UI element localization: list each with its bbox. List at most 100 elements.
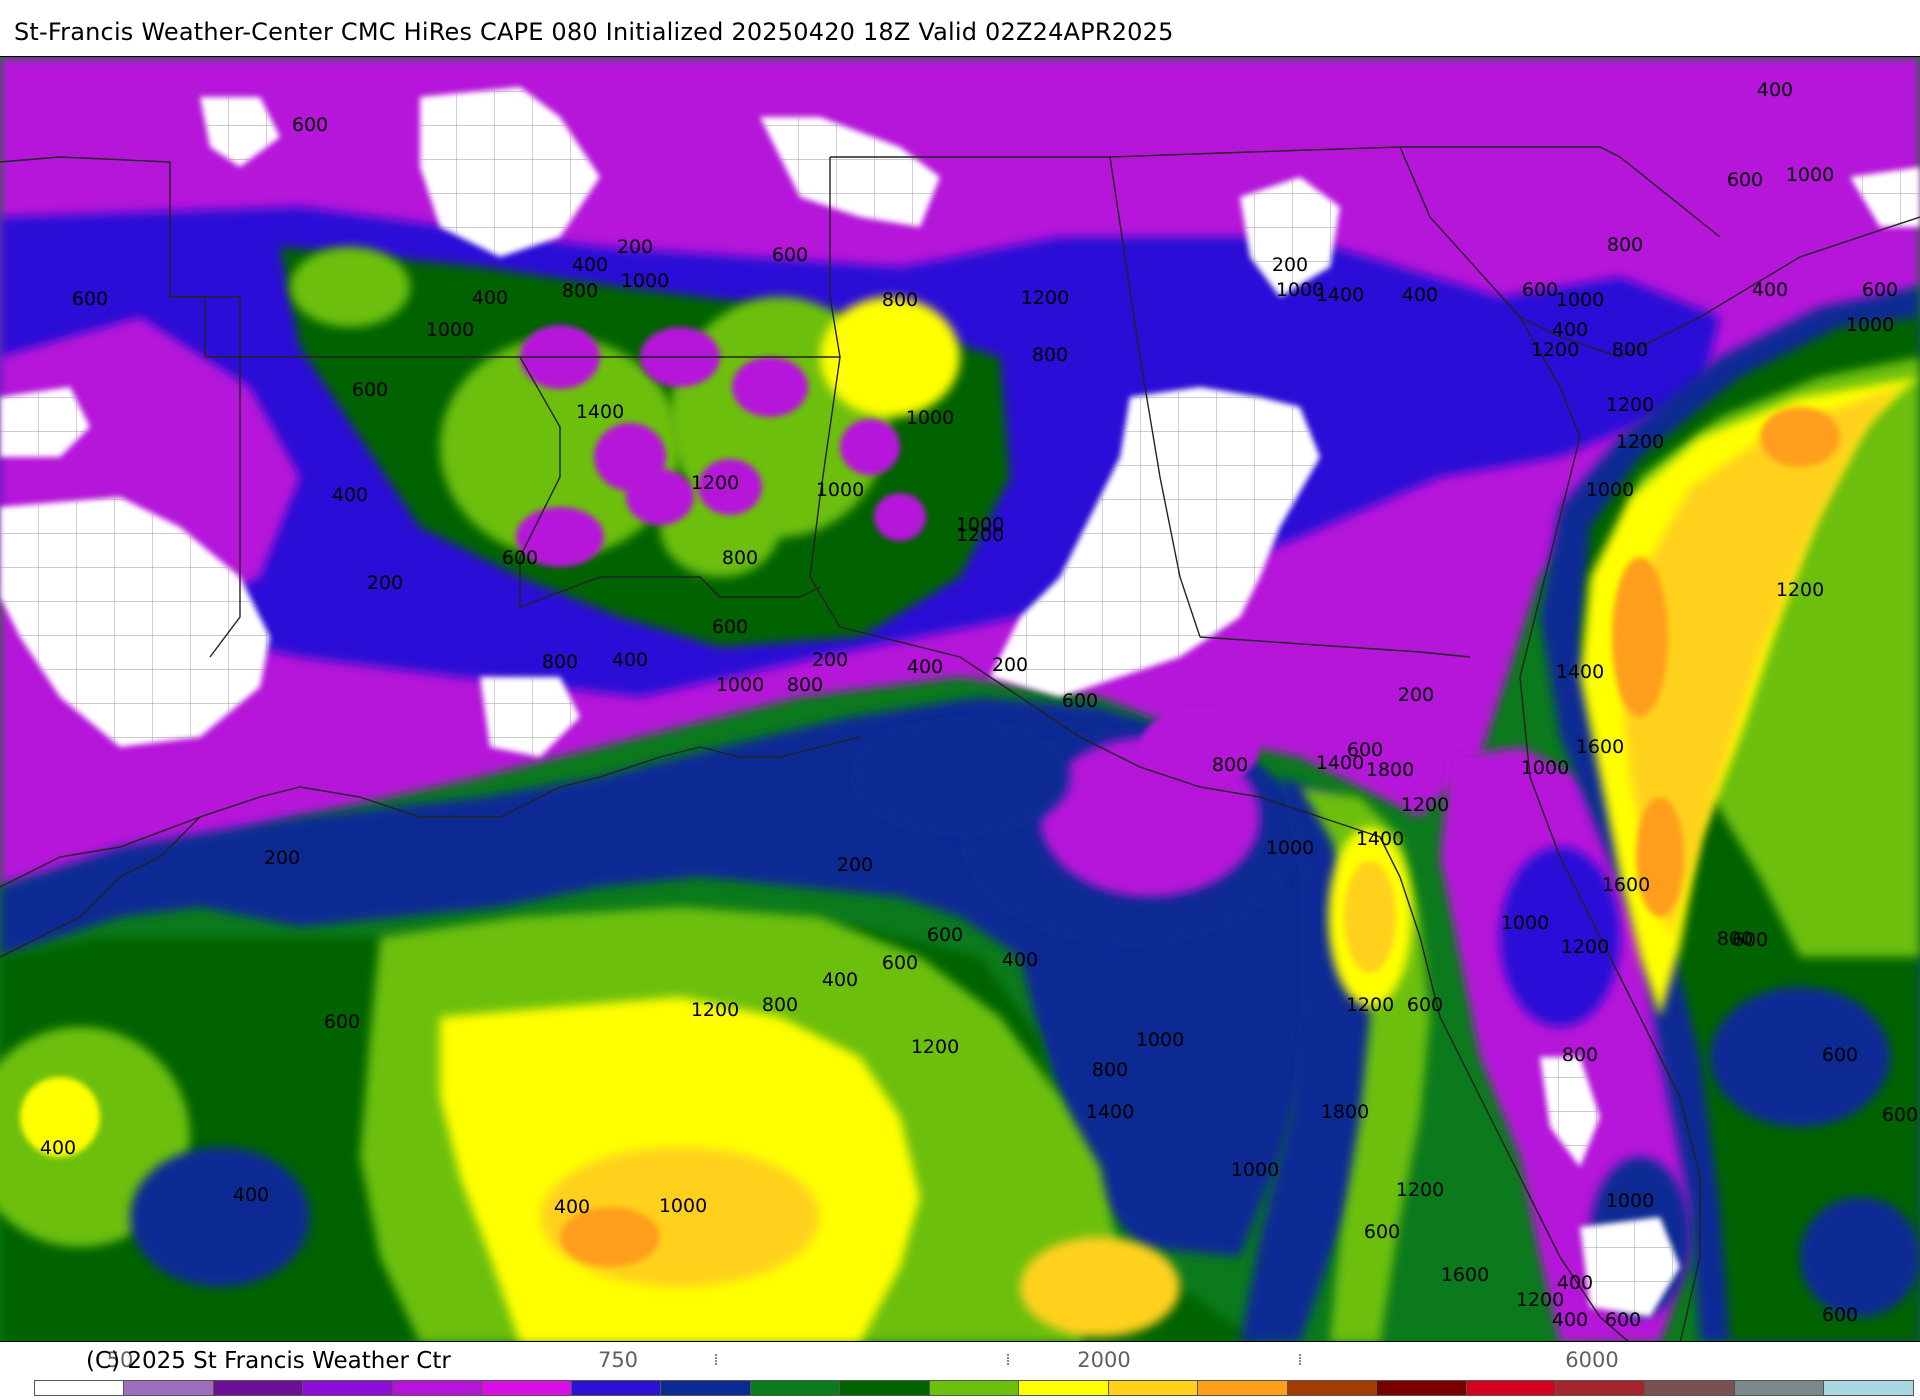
cape-shading [732, 357, 808, 417]
cape-map-canvas: 600 600 400 200 800 1000 600 800 1000 600 400 1200 8… [0, 57, 1920, 1341]
contour-label: 600 [1882, 1104, 1918, 1126]
contour-label: 600 [1062, 690, 1098, 712]
colorbar-tick-row: 50 750 ⁞ ⁞ 2000 ⁞ 6000 [0, 1346, 1920, 1372]
cape-shading [1020, 1237, 1180, 1337]
colorbar-tick-label: 2000 [1077, 1348, 1131, 1372]
contour-label: 1200 [691, 472, 739, 494]
state-border [1399, 146, 1561, 338]
colorbar-swatch [750, 1381, 841, 1395]
contour-label: 600 [292, 114, 328, 136]
colorbar-swatch [482, 1381, 572, 1395]
contour-label: 800 [787, 674, 823, 696]
state-border [0, 816, 201, 958]
colorbar-tick-label: 50 [106, 1348, 134, 1372]
cape-shading [560, 1207, 660, 1267]
contour-label: 600 [927, 924, 963, 946]
contour-label: 1200 [1606, 394, 1654, 416]
contour-label: 200 [1272, 254, 1308, 276]
colorbar-swatch [1645, 1381, 1735, 1395]
state-border [1519, 436, 1701, 1341]
contour-label: 600 [1862, 279, 1898, 301]
colorbar-swatch [1734, 1381, 1825, 1395]
cape-shading [1636, 797, 1684, 917]
contour-labels: 600 600 400 200 800 1000 600 800 1000 600 400 1200 8… [40, 79, 1918, 1331]
contour-label: 1000 [1846, 314, 1894, 336]
contour-label: 800 [542, 651, 578, 673]
contour-label: 600 [1822, 1044, 1858, 1066]
colorbar-swatch [35, 1381, 125, 1395]
contour-label: 1400 [1316, 752, 1364, 774]
state-border [1109, 156, 1201, 638]
colorbar-swatch [661, 1381, 751, 1395]
contour-label: 1600 [1441, 1264, 1489, 1286]
contour-label: 1000 [1231, 1159, 1279, 1181]
cape-shading [820, 297, 960, 417]
copyright-notice: (C) 2025 St Francis Weather Ctr [86, 1348, 451, 1374]
contour-label: 400 [1757, 79, 1793, 101]
contour-label: 1000 [956, 514, 1004, 536]
colorbar-swatch [929, 1381, 1020, 1395]
cape-shading [290, 247, 410, 327]
state-border [0, 786, 301, 888]
contour-label: 400 [40, 1137, 76, 1159]
contour-label: 800 [882, 289, 918, 311]
colorbar-swatch [124, 1381, 214, 1395]
cape-shading [1800, 1197, 1920, 1317]
colorbar-tick-mark: ⁞ [1005, 1350, 1011, 1369]
contour-label: 600 [1605, 1309, 1641, 1331]
contour-label: 1800 [1366, 759, 1414, 781]
state-borders [0, 146, 1920, 1341]
contour-label: 400 [612, 649, 648, 671]
contour-label: 200 [992, 654, 1028, 676]
colorbar-swatch [213, 1381, 304, 1395]
contour-label: 400 [554, 1196, 590, 1218]
contour-label: 1200 [1401, 794, 1449, 816]
contour-label: 400 [572, 254, 608, 276]
cape-shading [840, 419, 900, 475]
colorbar [34, 1380, 1914, 1396]
cape-shading [1710, 987, 1890, 1127]
colorbar-tick-label: 6000 [1565, 1348, 1619, 1372]
contour-label: 1400 [1356, 828, 1404, 850]
contour-label: 200 [812, 649, 848, 671]
map-title: St-Francis Weather-Center CMC HiRes CAPE… [14, 18, 1174, 46]
cape-shading [130, 1147, 310, 1287]
contour-label: 1400 [1086, 1101, 1134, 1123]
colorbar-swatch [1466, 1381, 1556, 1395]
contour-label: 200 [1398, 684, 1434, 706]
cape-shading [1620, 387, 1900, 937]
contour-label: 200 [617, 236, 653, 258]
cape-shading [874, 493, 926, 541]
contour-label: 400 [1552, 319, 1588, 341]
state-border [1319, 816, 1629, 1341]
contour-label: 1000 [716, 674, 764, 696]
contour-label: 1400 [1556, 661, 1604, 683]
colorbar-swatch [1824, 1381, 1913, 1395]
cape-shading [1344, 861, 1396, 973]
contour-label: 400 [1752, 279, 1788, 301]
state-border [205, 356, 821, 609]
contour-label: 1200 [1396, 1179, 1444, 1201]
contour-label: 1000 [1786, 164, 1834, 186]
cape-shading [20, 1077, 100, 1157]
contour-label: 1000 [621, 270, 669, 292]
colorbar-swatch [1287, 1381, 1378, 1395]
contour-label: 800 [1612, 339, 1648, 361]
state-border [839, 626, 1321, 818]
contour-label: 600 [72, 288, 108, 310]
colorbar-swatch [1198, 1381, 1288, 1395]
colorbar-tick-mark: ⁞ [713, 1350, 719, 1369]
cape-shading [698, 459, 762, 515]
contour-label: 1000 [1606, 1190, 1654, 1212]
state-border [699, 736, 861, 758]
cape-fill-layer [0, 57, 1920, 1341]
contour-label: 200 [367, 572, 403, 594]
colorbar-swatch [303, 1381, 393, 1395]
contour-label: 1200 [1516, 1289, 1564, 1311]
state-border [1559, 216, 1920, 358]
contour-label: 600 [882, 952, 918, 974]
contour-label: 600 [712, 616, 748, 638]
contour-label: 600 [1732, 929, 1768, 951]
contour-label: 800 [562, 280, 598, 302]
contour-label: 1000 [1276, 279, 1324, 301]
